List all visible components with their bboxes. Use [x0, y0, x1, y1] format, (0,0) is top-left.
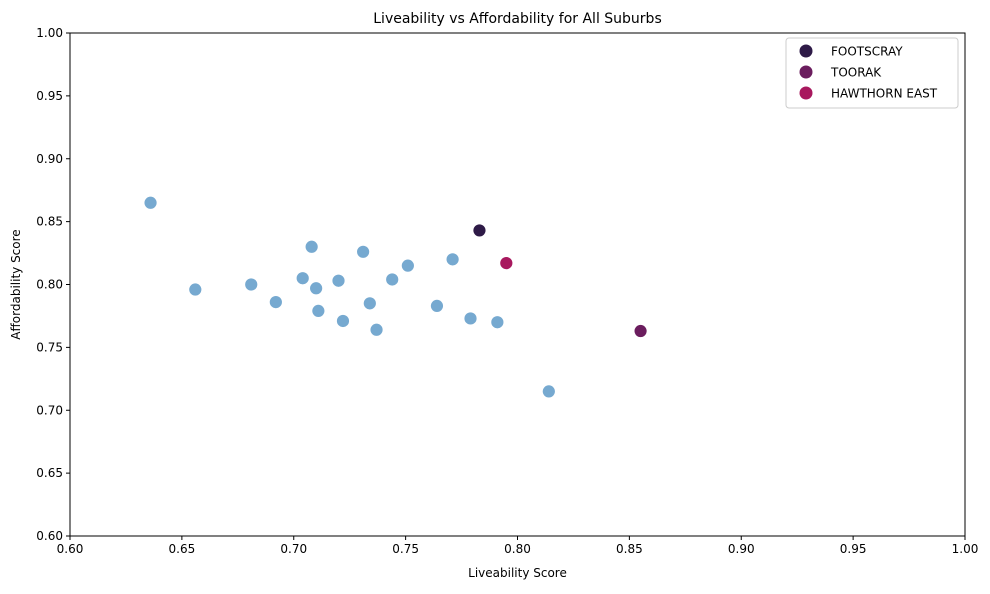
data-point	[304, 239, 319, 254]
y-axis-label: Affordability Score	[9, 229, 23, 339]
data-point	[369, 322, 384, 337]
y-axis-ticks: 0.60 0.65 0.70 0.75 0.80 0.85 0.90 0.95 1.00	[36, 26, 70, 543]
data-point	[309, 281, 324, 296]
data-point	[400, 258, 415, 273]
legend-entry: HAWTHORN EAST	[831, 87, 938, 101]
y-tick-label: 0.95	[36, 89, 63, 103]
legend-entry: TOORAK	[830, 66, 882, 80]
y-tick-label: 0.65	[36, 466, 63, 480]
data-point	[385, 272, 400, 287]
legend: FOOTSCRAY TOORAK HAWTHORN EAST	[785, 37, 959, 109]
legend-marker	[799, 65, 813, 79]
y-tick-label: 0.90	[36, 152, 63, 166]
x-tick-label: 0.90	[728, 542, 755, 556]
data-point	[268, 295, 283, 310]
data-point	[356, 244, 371, 259]
y-tick-label: 0.75	[36, 340, 63, 354]
data-point	[445, 252, 460, 267]
legend-box	[785, 37, 959, 109]
legend-entry: FOOTSCRAY	[831, 45, 903, 59]
x-axis-label: Liveability Score	[468, 566, 567, 580]
y-tick-label: 1.00	[36, 26, 63, 40]
legend-marker	[799, 44, 813, 58]
data-point	[463, 311, 478, 326]
plot-frame	[69, 32, 966, 537]
data-point	[430, 298, 444, 313]
data-point	[541, 384, 556, 399]
data-point	[295, 271, 310, 286]
x-tick-label: 1.00	[952, 542, 979, 556]
x-tick-label: 0.85	[616, 542, 643, 556]
data-point	[143, 195, 158, 210]
data-point	[311, 304, 326, 318]
y-tick-label: 0.60	[36, 529, 63, 543]
highlight-point-footscray	[472, 223, 487, 238]
x-tick-label: 0.75	[392, 542, 419, 556]
data-point	[490, 315, 505, 330]
y-tick-label: 0.85	[36, 215, 63, 229]
y-tick-label: 0.80	[36, 278, 63, 292]
highlight-point-toorak	[633, 324, 648, 338]
data-point	[331, 273, 346, 288]
x-tick-label: 0.70	[280, 542, 307, 556]
x-tick-label: 0.95	[840, 542, 867, 556]
highlight-point-hawthorn-east	[499, 256, 514, 271]
chart-title: Liveability vs Affordability for All Sub…	[373, 11, 661, 27]
y-tick-label: 0.70	[36, 403, 63, 417]
data-point	[244, 277, 259, 292]
data-point	[188, 282, 203, 297]
data-point	[362, 296, 377, 311]
x-tick-label: 0.65	[169, 542, 196, 556]
data-points	[143, 195, 648, 399]
x-tick-label: 0.60	[57, 542, 84, 556]
data-point	[336, 314, 350, 328]
legend-marker	[799, 86, 813, 100]
x-tick-label: 0.80	[504, 542, 531, 556]
x-axis-ticks: 0.60 0.65 0.70 0.75 0.80 0.85 0.90 0.95 1.00	[57, 536, 979, 556]
